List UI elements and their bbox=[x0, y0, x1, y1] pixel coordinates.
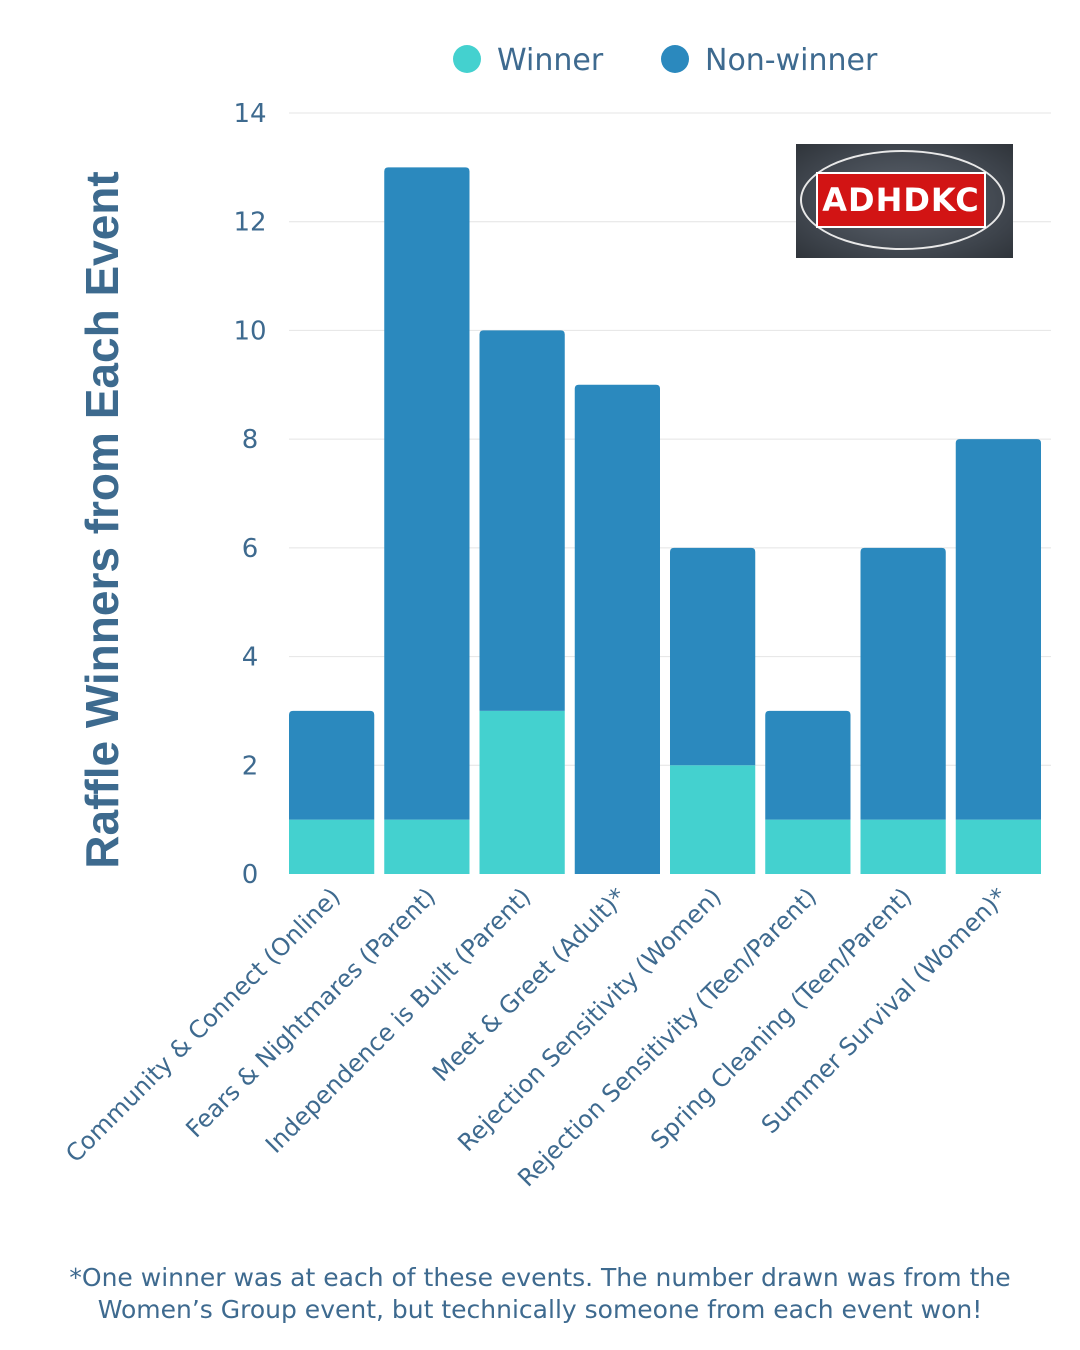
footnote: *One winner was at each of these events.… bbox=[0, 1262, 1080, 1326]
x-tick-label: Meet & Greet (Adult)* bbox=[427, 882, 632, 1087]
bar-non-winner bbox=[670, 547, 756, 766]
y-tick-label: 4 bbox=[242, 643, 259, 673]
y-tick-label: 10 bbox=[233, 316, 266, 346]
y-tick-label: 12 bbox=[233, 208, 266, 238]
bar-chart: 0 2 4 6 8 10 12 14 Community & Connect (Online)… bbox=[60, 43, 1051, 1192]
bar-non-winner bbox=[955, 439, 1041, 820]
footnote-line-1: *One winner was at each of these events.… bbox=[69, 1263, 1011, 1292]
adhdkc-logo: ADHDKC bbox=[796, 144, 1013, 258]
x-axis-category-labels: Community & Connect (Online)Fears & Nigh… bbox=[60, 882, 1012, 1192]
y-tick-label: 2 bbox=[242, 751, 259, 781]
bars bbox=[289, 167, 1041, 874]
bar-non-winner bbox=[384, 167, 470, 820]
bar-winner bbox=[765, 819, 851, 874]
y-axis-label: Raffle Winners from Each Event bbox=[76, 171, 128, 868]
legend-label-non-winner: Non-winner bbox=[705, 43, 878, 78]
y-tick-label: 6 bbox=[242, 534, 259, 564]
y-tick-label: 0 bbox=[242, 860, 259, 890]
bar-non-winner bbox=[479, 330, 565, 711]
logo-text: ADHDKC bbox=[816, 172, 986, 228]
bar-winner bbox=[860, 819, 946, 874]
bar-non-winner bbox=[574, 384, 660, 874]
legend-swatch-non-winner bbox=[661, 45, 689, 73]
bar-non-winner bbox=[860, 547, 946, 820]
legend-label-winner: Winner bbox=[497, 43, 604, 78]
y-axis-ticks: 0 2 4 6 8 10 12 14 bbox=[233, 99, 266, 890]
bar-winner bbox=[955, 819, 1041, 874]
legend: Winner Non-winner bbox=[453, 43, 878, 78]
y-tick-label: 8 bbox=[242, 425, 259, 455]
bar-non-winner bbox=[765, 710, 851, 820]
bar-winner bbox=[479, 710, 565, 874]
bar-non-winner bbox=[289, 710, 375, 820]
logo-ring bbox=[800, 150, 1005, 250]
bar-winner bbox=[384, 819, 470, 874]
footnote-line-2: Women’s Group event, but technically som… bbox=[97, 1295, 983, 1324]
y-tick-label: 14 bbox=[233, 99, 266, 129]
bar-winner bbox=[670, 765, 756, 874]
bar-winner bbox=[289, 819, 375, 874]
legend-swatch-winner bbox=[453, 45, 481, 73]
